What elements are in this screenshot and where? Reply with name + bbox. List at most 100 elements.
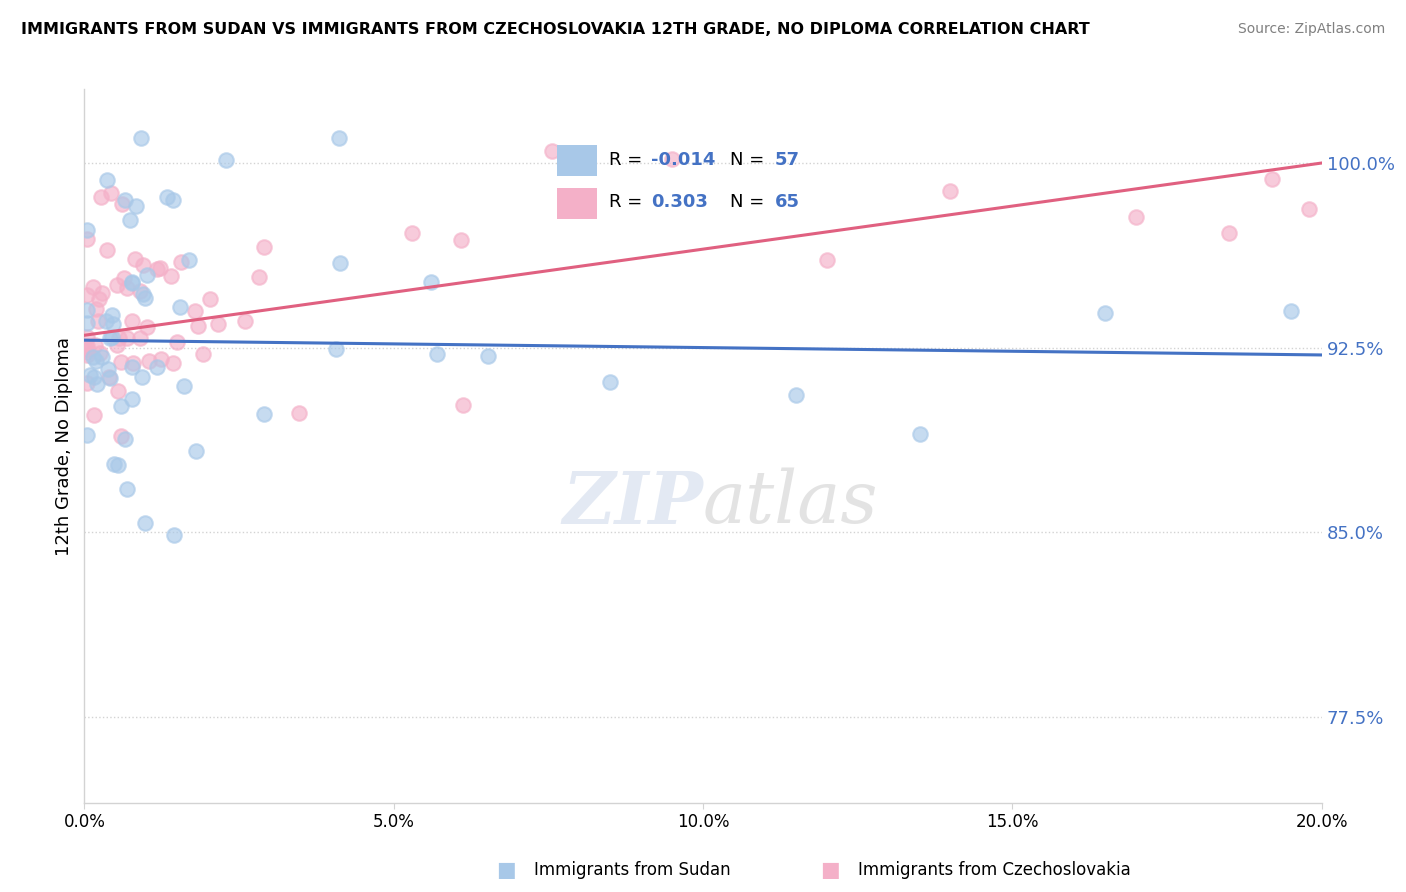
Point (135, 320, 157, 334)
Point (76, 348, 98, 362)
Point (91, 350, 114, 364)
Point (145, 262, 167, 277)
Point (83, 408, 105, 422)
Point (76, 376, 98, 390)
Text: 57: 57 (775, 151, 800, 169)
Point (110, 355, 132, 369)
Point (131, 370, 153, 384)
Point (253, 407, 276, 421)
Point (132, 286, 155, 301)
Point (247, 270, 270, 285)
Point (121, 275, 143, 289)
Point (115, 281, 138, 295)
Text: 65: 65 (775, 194, 800, 211)
Point (98, 331, 121, 345)
Point (477, 349, 499, 363)
Point (177, 252, 200, 267)
Point (97, 361, 120, 376)
Point (112, 271, 135, 285)
Point (173, 378, 195, 392)
Point (451, 398, 474, 412)
Point (107, 458, 129, 472)
Point (105, 338, 128, 352)
Point (599, 376, 621, 390)
Point (215, 153, 238, 167)
Point (785, 388, 807, 402)
Point (76, 316, 98, 330)
Point (1298, 202, 1320, 216)
Point (1094, 306, 1116, 320)
Text: Immigrants from Czechoslovakia: Immigrants from Czechoslovakia (858, 861, 1130, 879)
Point (96, 243, 118, 257)
Point (145, 359, 167, 374)
Bar (557, 145, 596, 176)
Text: Immigrants from Sudan: Immigrants from Sudan (534, 861, 731, 879)
Point (96, 173, 118, 187)
Point (233, 314, 256, 328)
Point (98, 371, 121, 385)
Point (76, 428, 98, 442)
Point (419, 275, 441, 289)
Text: N =: N = (730, 151, 769, 169)
Point (84, 353, 107, 368)
Point (114, 193, 136, 207)
Point (82, 351, 104, 365)
Text: R =: R = (609, 151, 648, 169)
Point (329, 255, 352, 269)
Point (115, 330, 138, 344)
Point (150, 351, 173, 366)
Point (288, 406, 311, 420)
Text: ■: ■ (820, 860, 839, 880)
Point (76, 232, 98, 246)
Text: IMMIGRANTS FROM SUDAN VS IMMIGRANTS FROM CZECHOSLOVAKIA 12TH GRADE, NO DIPLOMA C: IMMIGRANTS FROM SUDAN VS IMMIGRANTS FROM… (21, 22, 1090, 37)
Bar (557, 188, 596, 219)
Point (184, 304, 207, 318)
Point (89, 346, 111, 360)
Point (111, 197, 134, 211)
Point (108, 331, 131, 345)
Point (110, 429, 132, 443)
Y-axis label: 12th Grade, No Diploma: 12th Grade, No Diploma (55, 336, 73, 556)
Point (76, 330, 98, 344)
Text: 0.303: 0.303 (651, 194, 709, 211)
Point (939, 184, 962, 198)
Point (166, 334, 188, 349)
Text: ■: ■ (496, 860, 516, 880)
Point (169, 300, 191, 314)
Point (128, 331, 150, 345)
Point (94, 314, 117, 328)
Point (184, 444, 207, 458)
Point (160, 269, 183, 284)
Point (149, 260, 172, 275)
Text: atlas: atlas (703, 467, 879, 539)
Point (169, 255, 191, 269)
Point (121, 392, 143, 407)
Point (83, 370, 105, 384)
Point (1125, 210, 1147, 224)
Text: R =: R = (609, 194, 648, 211)
Point (121, 359, 143, 374)
Point (129, 284, 152, 298)
Point (105, 277, 128, 292)
Point (815, 253, 838, 268)
Point (124, 252, 146, 267)
Point (76, 223, 98, 237)
Point (1279, 304, 1302, 318)
Point (162, 194, 184, 208)
Point (79, 368, 101, 383)
Point (253, 240, 276, 254)
Point (1218, 226, 1240, 240)
Point (138, 354, 160, 368)
Point (86, 314, 108, 328)
Point (100, 186, 122, 200)
Point (401, 226, 423, 240)
Point (156, 190, 179, 204)
Point (103, 457, 125, 471)
Point (76, 345, 98, 359)
Point (162, 356, 184, 370)
Point (191, 347, 214, 361)
Point (908, 427, 931, 442)
Point (87, 292, 110, 306)
Point (76, 339, 98, 353)
Point (84, 301, 107, 316)
